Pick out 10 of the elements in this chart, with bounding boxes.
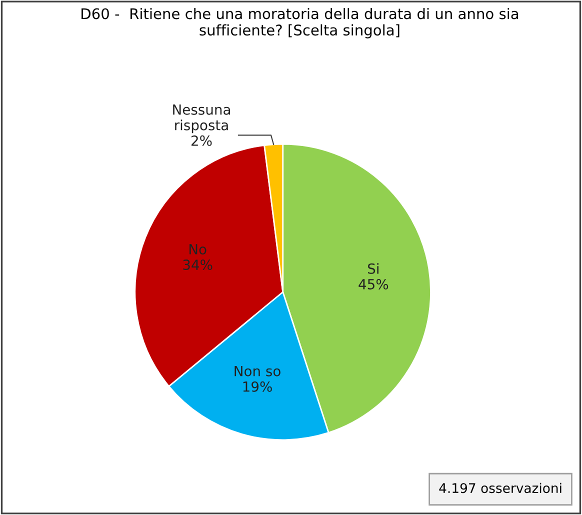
- data-label: 34%: [183, 260, 212, 270]
- text: 4.197 osservazioni: [439, 482, 562, 494]
- data-label: 45%: [358, 278, 388, 290]
- slice-label: Non so: [234, 366, 280, 376]
- slice-label: No: [190, 244, 206, 254]
- data-label: 19%: [243, 381, 272, 392]
- chart-title: D60 - Ritiene che una moratoria della durata di un anno sia sufficiente? [Scelta singola]: [82, 8, 518, 38]
- slice-label: Si: [368, 263, 378, 274]
- data-label: 2%: [192, 135, 212, 146]
- slice-label: Nessuna risposta: [173, 104, 230, 134]
